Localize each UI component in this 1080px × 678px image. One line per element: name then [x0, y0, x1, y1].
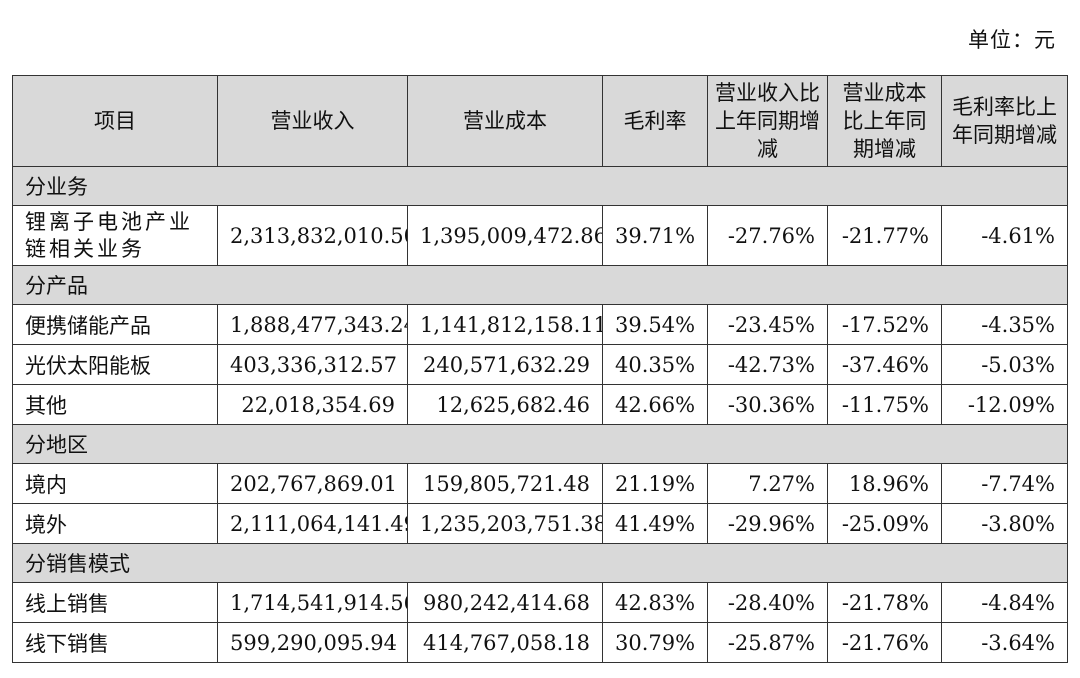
- row-revenue-change: -25.87%: [707, 622, 828, 663]
- table-row: 境内 202,767,869.01 159,805,721.48 21.19% …: [12, 463, 1068, 504]
- row-cost: 1,235,203,751.38: [407, 503, 603, 544]
- table-row: 便携储能产品 1,888,477,343.24 1,141,812,158.11…: [12, 304, 1068, 345]
- row-margin-change: -4.35%: [941, 304, 1068, 345]
- header-revenue: 营业收入: [217, 75, 408, 167]
- row-cost-change: -11.75%: [827, 384, 942, 425]
- row-gross-margin: 41.49%: [602, 503, 708, 544]
- row-cost: 980,242,414.68: [407, 582, 603, 623]
- row-revenue-change: -27.76%: [707, 205, 828, 266]
- row-item: 便携储能产品: [12, 304, 218, 345]
- header-cost: 营业成本: [407, 75, 603, 167]
- table-row: 锂离子电池产业链相关业务 2,313,832,010.50 1,395,009,…: [12, 205, 1068, 266]
- row-revenue: 599,290,095.94: [217, 622, 408, 663]
- row-item: 境外: [12, 503, 218, 544]
- row-cost-change: -37.46%: [827, 344, 942, 385]
- row-cost-change: -17.52%: [827, 304, 942, 345]
- row-revenue-change: -30.36%: [707, 384, 828, 425]
- row-cost-change: -25.09%: [827, 503, 942, 544]
- row-revenue-change: -23.45%: [707, 304, 828, 345]
- row-item: 光伏太阳能板: [12, 344, 218, 385]
- header-gross-margin: 毛利率: [602, 75, 708, 167]
- row-revenue-change: -28.40%: [707, 582, 828, 623]
- table-row: 线上销售 1,714,541,914.56 980,242,414.68 42.…: [12, 582, 1068, 623]
- row-cost: 1,141,812,158.11: [407, 304, 603, 345]
- row-cost-change: -21.77%: [827, 205, 942, 266]
- row-gross-margin: 40.35%: [602, 344, 708, 385]
- unit-label: 单位：元: [968, 28, 1056, 52]
- row-cost-change: -21.78%: [827, 582, 942, 623]
- header-item: 项目: [12, 75, 218, 167]
- row-revenue: 2,111,064,141.49: [217, 503, 408, 544]
- row-gross-margin: 42.83%: [602, 582, 708, 623]
- row-margin-change: -4.84%: [941, 582, 1068, 623]
- row-gross-margin: 21.19%: [602, 463, 708, 504]
- row-margin-change: -12.09%: [941, 384, 1068, 425]
- row-revenue: 2,313,832,010.50: [217, 205, 408, 266]
- section-title: 分业务: [12, 166, 1068, 206]
- row-gross-margin: 30.79%: [602, 622, 708, 663]
- row-cost: 414,767,058.18: [407, 622, 603, 663]
- row-revenue: 1,714,541,914.56: [217, 582, 408, 623]
- revenue-cost-table: 项目 营业收入 营业成本 毛利率 营业收入比上年同期增减 营业成本比上年同期增减…: [12, 75, 1068, 663]
- row-margin-change: -3.64%: [941, 622, 1068, 663]
- row-gross-margin: 39.71%: [602, 205, 708, 266]
- header-cost-change: 营业成本比上年同期增减: [827, 75, 942, 167]
- row-revenue-change: 7.27%: [707, 463, 828, 504]
- row-revenue: 202,767,869.01: [217, 463, 408, 504]
- row-gross-margin: 42.66%: [602, 384, 708, 425]
- row-revenue-change: -42.73%: [707, 344, 828, 385]
- row-item: 线下销售: [12, 622, 218, 663]
- row-item: 锂离子电池产业链相关业务: [12, 205, 218, 266]
- section-title: 分地区: [12, 424, 1068, 464]
- section-row-sales-mode: 分销售模式: [12, 543, 1068, 583]
- header-revenue-change: 营业收入比上年同期增减: [707, 75, 828, 167]
- table-row: 境外 2,111,064,141.49 1,235,203,751.38 41.…: [12, 503, 1068, 544]
- row-revenue: 22,018,354.69: [217, 384, 408, 425]
- row-margin-change: -3.80%: [941, 503, 1068, 544]
- row-item: 境内: [12, 463, 218, 504]
- row-margin-change: -5.03%: [941, 344, 1068, 385]
- section-row-product: 分产品: [12, 265, 1068, 305]
- row-cost: 159,805,721.48: [407, 463, 603, 504]
- section-title: 分产品: [12, 265, 1068, 305]
- section-row-business: 分业务: [12, 166, 1068, 206]
- row-cost: 240,571,632.29: [407, 344, 603, 385]
- row-cost-change: 18.96%: [827, 463, 942, 504]
- row-cost-change: -21.76%: [827, 622, 942, 663]
- section-row-region: 分地区: [12, 424, 1068, 464]
- row-gross-margin: 39.54%: [602, 304, 708, 345]
- table-row: 光伏太阳能板 403,336,312.57 240,571,632.29 40.…: [12, 344, 1068, 385]
- header-row: 项目 营业收入 营业成本 毛利率 营业收入比上年同期增减 营业成本比上年同期增减…: [12, 75, 1068, 167]
- row-cost: 1,395,009,472.86: [407, 205, 603, 266]
- header-margin-change: 毛利率比上年同期增减: [941, 75, 1068, 167]
- row-margin-change: -7.74%: [941, 463, 1068, 504]
- section-title: 分销售模式: [12, 543, 1068, 583]
- row-revenue: 1,888,477,343.24: [217, 304, 408, 345]
- row-item: 线上销售: [12, 582, 218, 623]
- row-item: 其他: [12, 384, 218, 425]
- row-margin-change: -4.61%: [941, 205, 1068, 266]
- table-row: 其他 22,018,354.69 12,625,682.46 42.66% -3…: [12, 384, 1068, 425]
- row-revenue-change: -29.96%: [707, 503, 828, 544]
- row-cost: 12,625,682.46: [407, 384, 603, 425]
- row-revenue: 403,336,312.57: [217, 344, 408, 385]
- table-row: 线下销售 599,290,095.94 414,767,058.18 30.79…: [12, 622, 1068, 663]
